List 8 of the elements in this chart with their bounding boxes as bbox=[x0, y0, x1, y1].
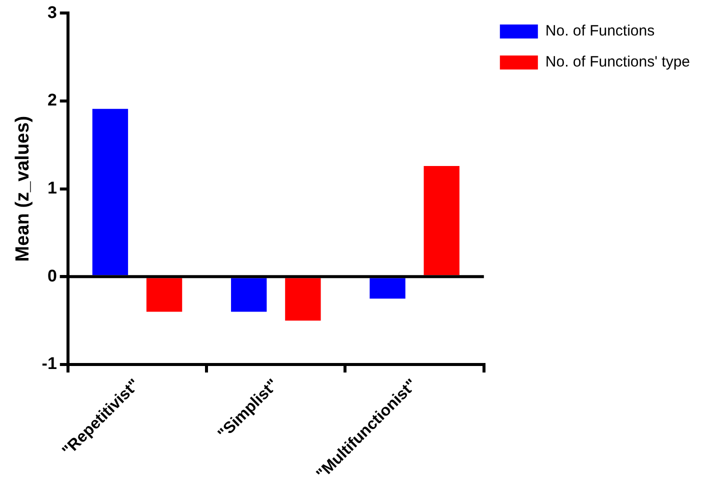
legend-label: No. of Functions bbox=[545, 22, 655, 40]
y-tick-label: 2 bbox=[47, 90, 57, 110]
y-axis-title: Mean (z_values) bbox=[12, 116, 34, 262]
legend-label: No. of Functions' type bbox=[545, 54, 690, 71]
y-tick-label: 0 bbox=[47, 266, 57, 286]
y-tick-label: -1 bbox=[42, 354, 57, 374]
y-tick-label: 3 bbox=[47, 2, 57, 22]
y-tick-label: 1 bbox=[47, 178, 57, 198]
